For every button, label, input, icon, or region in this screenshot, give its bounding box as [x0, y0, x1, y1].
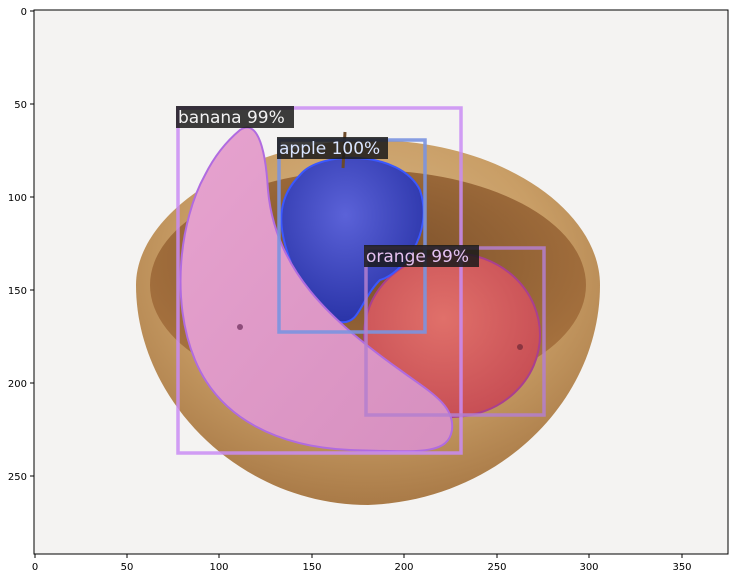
apple-label: apple 100% — [277, 137, 388, 159]
banana-bounding-box — [176, 106, 463, 455]
svg-text:apple 100%: apple 100% — [279, 139, 380, 159]
x-tick-label: 150 — [302, 562, 321, 573]
photo: banana 99% apple 100% orange 99% — [34, 10, 728, 554]
banana-label: banana 99% — [176, 106, 294, 128]
plot-frame — [33, 9, 729, 555]
x-tick-label: 250 — [487, 562, 506, 573]
orange-navel — [517, 344, 523, 350]
y-axis: 0 50 100 150 200 250 — [8, 7, 34, 483]
x-tick-label: 100 — [209, 562, 228, 573]
y-tick-label: 50 — [14, 100, 27, 111]
x-tick-label: 350 — [672, 562, 691, 573]
x-tick-label: 50 — [121, 562, 134, 573]
x-tick-label: 200 — [394, 562, 413, 573]
orange-label: orange 99% — [364, 245, 479, 267]
y-tick-label: 150 — [8, 286, 27, 297]
y-tick-label: 100 — [8, 193, 27, 204]
y-tick-label: 250 — [8, 472, 27, 483]
y-tick-label: 0 — [21, 7, 27, 18]
svg-text:banana 99%: banana 99% — [178, 108, 285, 128]
x-tick-label: 0 — [32, 562, 38, 573]
svg-text:orange 99%: orange 99% — [366, 247, 469, 267]
y-tick-label: 200 — [8, 379, 27, 390]
x-axis: 0 50 100 150 200 250 300 350 — [32, 554, 692, 573]
apple-fruit — [280, 156, 425, 324]
banana-spot — [237, 324, 243, 330]
x-tick-label: 300 — [579, 562, 598, 573]
